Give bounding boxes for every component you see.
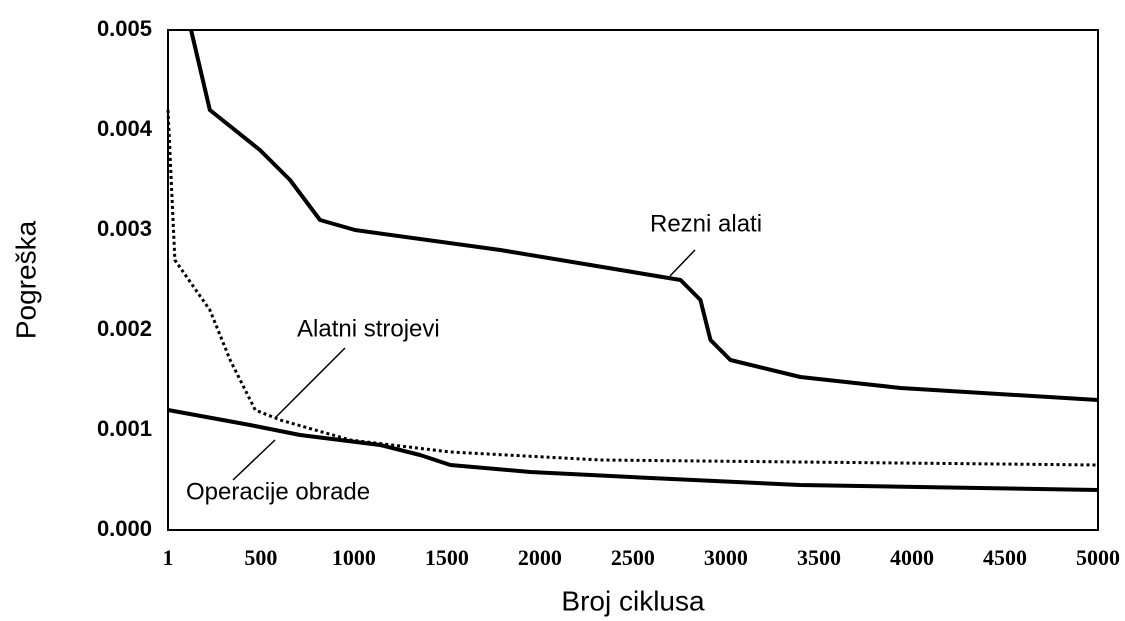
plot-frame bbox=[167, 29, 1099, 531]
x-tick-label: 5000 bbox=[1076, 545, 1120, 570]
x-axis-title: Broj ciklusa bbox=[561, 585, 705, 616]
x-tick-label: 4500 bbox=[983, 545, 1027, 570]
x-tick-label: 1 bbox=[163, 545, 174, 570]
y-tick-label: 0.001 bbox=[97, 416, 152, 441]
y-tick-label: 0.003 bbox=[97, 216, 152, 241]
series-line bbox=[167, 408, 1099, 492]
series-line bbox=[166, 109, 1099, 467]
series-label: Rezni alati bbox=[650, 210, 762, 237]
y-tick-label: 0.005 bbox=[97, 16, 152, 41]
y-tick-label: 0.000 bbox=[97, 516, 152, 541]
x-tick-label: 3000 bbox=[704, 545, 748, 570]
x-tick-label: 500 bbox=[244, 545, 277, 570]
y-tick-label: 0.002 bbox=[97, 316, 152, 341]
y-axis-title: Pogreška bbox=[10, 220, 41, 339]
leader-line bbox=[669, 249, 696, 277]
x-tick-label: 1500 bbox=[425, 545, 469, 570]
series-label: Alatni strojevi bbox=[297, 315, 440, 342]
x-tick-label: 3500 bbox=[797, 545, 841, 570]
x-tick-label: 1000 bbox=[332, 545, 376, 570]
leader-line bbox=[232, 439, 276, 481]
series-line bbox=[189, 29, 1099, 402]
series-label: Operacije obrade bbox=[186, 478, 370, 505]
leader-line bbox=[274, 347, 346, 419]
x-tick-label: 2000 bbox=[518, 545, 562, 570]
x-tick-label: 4000 bbox=[890, 545, 934, 570]
x-tick-label: 2500 bbox=[611, 545, 655, 570]
y-tick-label: 0.004 bbox=[97, 116, 153, 141]
